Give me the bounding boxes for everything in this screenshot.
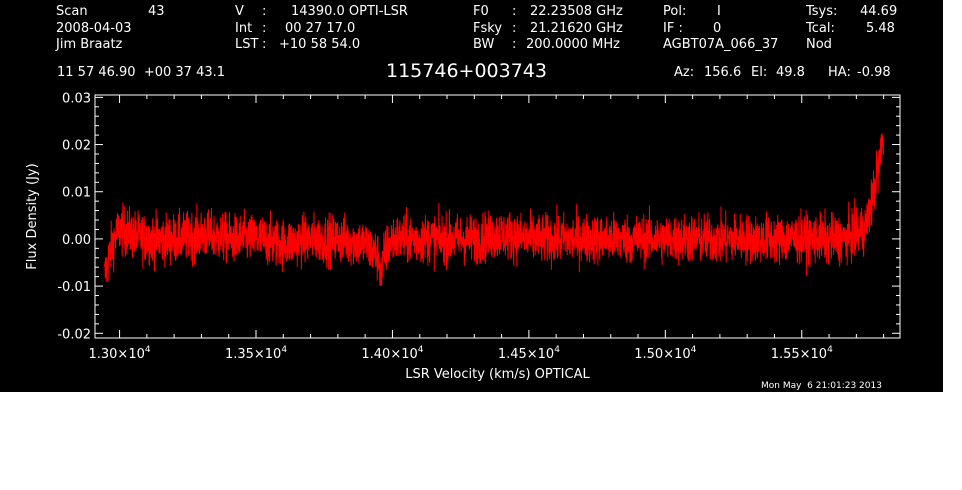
pol-label: Pol: [663,4,687,19]
f0-value: 22.23508 GHz [530,4,623,19]
y-tick-label: 0.02 [62,139,91,154]
x-tick-label: 1.45×104 [498,345,560,362]
x-tick-label: 1.50×104 [634,345,696,362]
x-tick-label: 1.30×104 [88,345,150,362]
y-tick-label: 0.01 [62,186,91,201]
az-value: 156.6 [704,65,742,80]
y-tick-label: 0.00 [62,233,91,248]
f0-colon: : [512,4,517,19]
x-tick-label: 1.35×104 [225,345,287,362]
tsys-value: 44.69 [860,4,898,19]
y-tick-label: 0.03 [62,91,91,106]
observation-date: 2008-04-03 [56,21,132,36]
bw-value: 200.0000 MHz [526,37,620,52]
tsys-label: Tsys: [806,4,838,19]
int-label: Int [235,21,253,36]
lst-value: +10 58 54.0 [279,37,361,52]
x-tick-label: 1.40×104 [361,345,423,362]
el-label: El: [751,65,768,80]
plot-frame [94,94,901,339]
fsky-value: 21.21620 GHz [530,21,623,36]
spectrum-plot: 1.30×104 1.35×104 1.40×104 1.45×104 1.50×104… [25,91,901,382]
velocity-colon: : [262,4,267,19]
spectrum-panel: Scan 43 V : 14390.0 OPTI-LSR F0 : 22.235… [0,0,943,392]
az-label: Az: [674,65,695,80]
project-id: AGBT07A_066_37 [663,37,779,52]
x-axis-title: LSR Velocity (km/s) OPTICAL [405,367,590,382]
scan-label: Scan [56,4,88,19]
pol-value: I [717,4,721,19]
velocity-label: V [235,4,244,19]
tcal-value: 5.48 [866,21,895,36]
int-value: 00 27 17.0 [285,21,356,36]
bw-colon: : [512,37,517,52]
y-axis-title: Flux Density (Jy) [25,163,40,269]
ha-value: -0.98 [857,65,891,80]
tcal-label: Tcal: [806,21,835,36]
if-value: 0 [713,21,722,36]
y-tick-label: -0.02 [57,327,91,342]
fsky-label: Fsky [473,21,503,36]
observing-mode: Nod [806,37,832,52]
lst-colon: : [262,37,267,52]
if-label: IF : [663,21,683,36]
el-value: 49.8 [776,65,805,80]
x-tick-label: 1.55×104 [771,345,833,362]
timestamp: Mon May 6 21:01:23 2013 [761,381,882,391]
scan-number: 43 [148,4,165,19]
fsky-colon: : [512,21,517,36]
y-tick-label: -0.01 [57,280,91,295]
bw-label: BW [473,37,495,52]
lst-label: LST [235,37,259,52]
f0-label: F0 [473,4,489,19]
int-colon: : [262,21,267,36]
velocity-value: 14390.0 OPTI-LSR [291,4,408,19]
observer-name: Jim Braatz [56,37,123,52]
source-coordinates: 11 57 46.90 +00 37 43.1 [57,65,226,80]
source-name: 115746+003743 [386,60,547,82]
spectrum-trace [104,133,885,286]
ha-label: HA: [828,65,851,80]
